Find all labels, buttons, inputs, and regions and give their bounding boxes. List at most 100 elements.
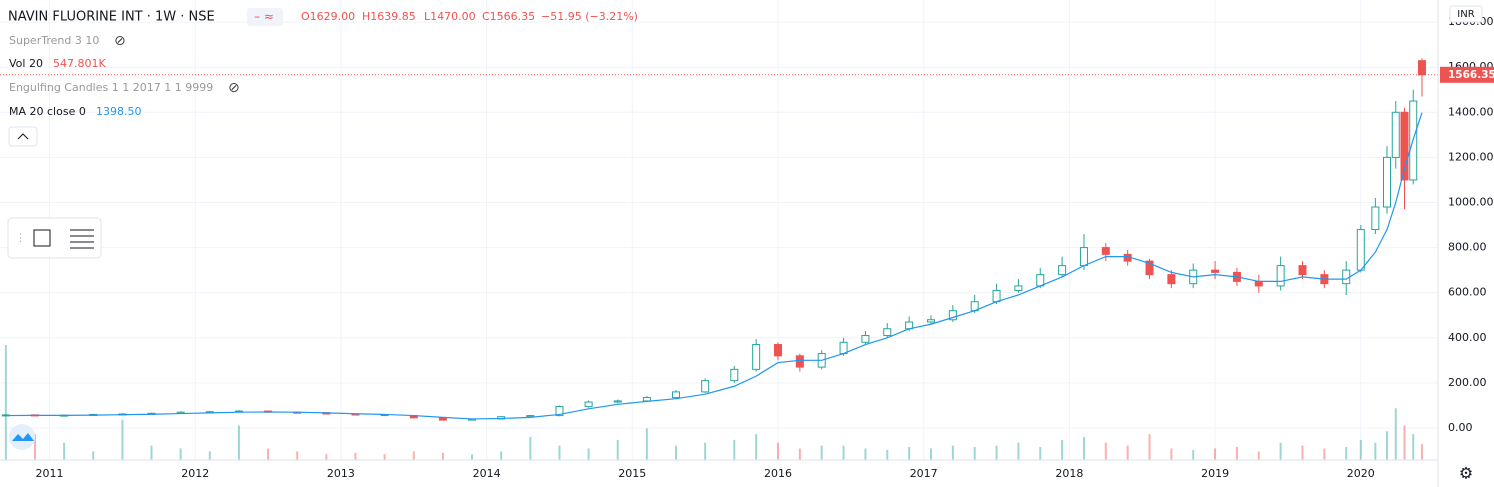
volume-bar [842, 445, 845, 460]
candle-body [926, 319, 935, 323]
volume-bar [645, 428, 648, 460]
x-tick-label: 2019 [1201, 467, 1229, 480]
candle-body [795, 355, 804, 368]
collapse-icon [17, 133, 29, 140]
volume-bar [587, 448, 590, 460]
volume-bar [1214, 448, 1217, 460]
logo[interactable] [9, 424, 35, 450]
settings-icon[interactable]: ⚙ [1459, 464, 1473, 483]
volume-bar [1148, 434, 1151, 460]
ma-label[interactable]: MA 20 close 0 [9, 105, 86, 118]
volume-bar [325, 454, 328, 460]
volume-bar [500, 451, 503, 460]
candle-body [1058, 265, 1067, 276]
volume-bar [1235, 447, 1238, 460]
last-price-label: 1566.35 [1448, 69, 1494, 81]
candle-body [613, 400, 622, 403]
low-label: L1470.00 [424, 10, 476, 23]
hidden-icon[interactable]: ⊘ [228, 80, 240, 96]
y-tick-label: 200.00 [1448, 376, 1487, 389]
x-tick-label: 2013 [327, 467, 355, 480]
candle-body [1101, 247, 1110, 255]
volume-bar [1420, 444, 1423, 460]
candle-body [672, 391, 681, 399]
candle-body [642, 397, 651, 402]
candle-body [584, 401, 593, 408]
volume-bar [1359, 439, 1362, 460]
volume-bar [267, 448, 270, 460]
x-tick-label: 2018 [1055, 467, 1083, 480]
candle-body [883, 328, 892, 337]
volume-bar [237, 425, 240, 460]
volume-bar [1039, 447, 1042, 460]
ma-line [5, 112, 1423, 420]
volume-bar [908, 447, 911, 460]
currency-badge[interactable] [1449, 5, 1483, 23]
volume-bar [1192, 449, 1195, 460]
volume-bar [412, 451, 415, 460]
rectangle-tool[interactable] [33, 229, 51, 247]
volume-bar [1412, 434, 1415, 460]
last-price-tag [1440, 66, 1494, 83]
volume-bar [471, 454, 474, 460]
volume-bar [1386, 431, 1389, 460]
status-badge[interactable] [247, 8, 283, 26]
volume-value: 547.801K [53, 57, 106, 70]
candle-body [1014, 285, 1023, 291]
volume-bar [1061, 439, 1064, 460]
candle-body [1342, 269, 1351, 285]
volume-bar [1170, 448, 1173, 460]
candle-body [1371, 206, 1380, 231]
candle-body [948, 310, 957, 321]
volume-label[interactable]: Vol 20 [9, 57, 43, 70]
volume-bar [354, 452, 357, 460]
candle-body [1211, 269, 1220, 273]
logo-icon [12, 433, 34, 441]
currency: INR [1457, 9, 1474, 20]
volume-bar [4, 345, 7, 460]
candle-body [992, 289, 1001, 303]
x-tick-label: 2012 [181, 467, 209, 480]
volume-bar [864, 448, 867, 460]
volume-bar [929, 448, 932, 460]
volume-bar [820, 445, 823, 460]
drag-handle[interactable]: ⋮ [15, 231, 26, 244]
open-label: O1629.00 [301, 10, 355, 23]
volume-bar [616, 439, 619, 460]
volume-bar [179, 448, 182, 460]
candle-body [839, 341, 848, 355]
candle-body [1298, 265, 1307, 276]
y-tick-label: 1400.00 [1448, 105, 1494, 118]
collapse-button[interactable] [8, 126, 38, 147]
hidden-icon[interactable]: ⊘ [114, 33, 126, 49]
volume-bar [704, 442, 707, 460]
x-tick-label: 2015 [618, 467, 646, 480]
supertrend-label[interactable]: SuperTrend 3 10 [9, 34, 99, 47]
volume-bar [383, 454, 386, 460]
volume-bar [208, 451, 211, 460]
volume-bar [63, 442, 66, 460]
candle-body [1383, 156, 1392, 208]
volume-bar [1403, 425, 1406, 460]
lines-tool[interactable] [70, 229, 94, 249]
candle-body [1400, 111, 1409, 181]
y-tick-label: 800.00 [1448, 241, 1487, 254]
candle-body [1254, 280, 1263, 287]
volume-bar [675, 445, 678, 460]
candles [0, 58, 1438, 421]
volume-bar [1323, 448, 1326, 460]
ma-value: 1398.50 [96, 105, 142, 118]
x-tick-label: 2011 [36, 467, 64, 480]
volume-bar [296, 451, 299, 460]
volume-bar [1301, 445, 1304, 460]
y-tick-label: 1000.00 [1448, 195, 1494, 208]
candle-body [1036, 274, 1045, 287]
engulfing-label[interactable]: Engulfing Candles 1 1 2017 1 1 9999 [9, 81, 213, 94]
candle-body [752, 344, 761, 370]
volume-bar [777, 442, 780, 460]
candle-body [1167, 274, 1176, 285]
volume-bar [1082, 437, 1085, 460]
x-tick-label: 2020 [1347, 467, 1375, 480]
volume-bar [995, 445, 998, 460]
candle-body [438, 417, 447, 421]
